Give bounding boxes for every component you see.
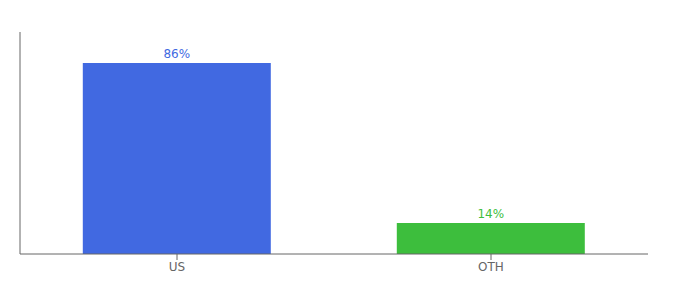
svg-text:OTH: OTH — [478, 260, 504, 274]
svg-text:US: US — [169, 260, 185, 274]
svg-text:14%: 14% — [477, 207, 504, 221]
svg-text:86%: 86% — [163, 47, 190, 61]
